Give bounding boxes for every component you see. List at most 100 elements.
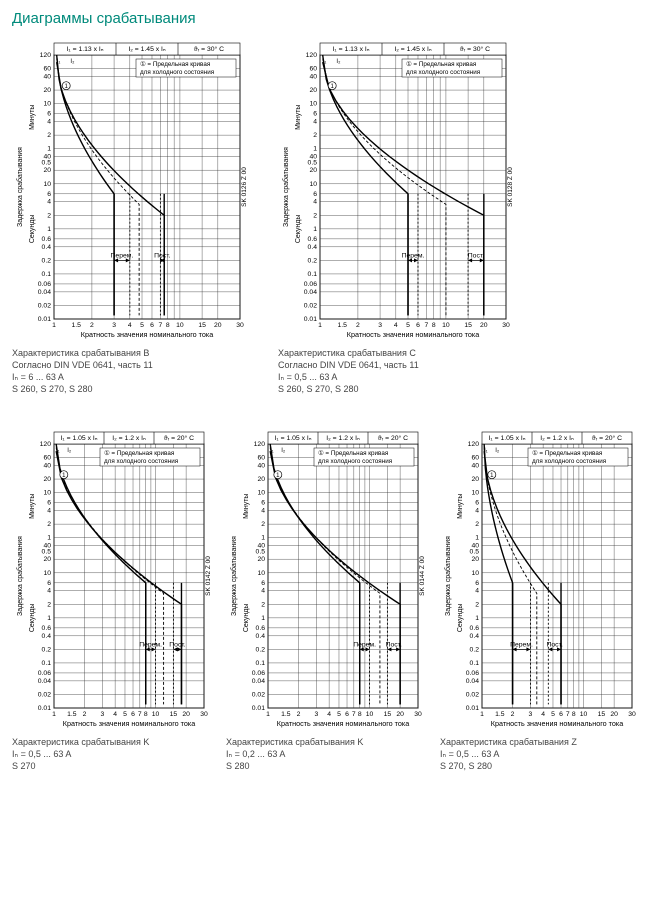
svg-text:Пост.: Пост. — [169, 641, 185, 648]
svg-text:1.5: 1.5 — [337, 322, 347, 329]
svg-text:1: 1 — [47, 226, 51, 233]
svg-text:I₂: I₂ — [70, 59, 75, 65]
svg-text:2: 2 — [83, 711, 87, 718]
svg-text:60: 60 — [43, 454, 51, 461]
caption-Z: Характеристика срабатывания ZIₙ = 0,5 ..… — [440, 736, 640, 772]
svg-text:40: 40 — [257, 462, 265, 469]
svg-text:0.1: 0.1 — [470, 659, 480, 666]
svg-text:6: 6 — [261, 579, 265, 586]
svg-text:4: 4 — [113, 711, 117, 718]
svg-text:30: 30 — [628, 711, 636, 718]
svg-text:20: 20 — [480, 322, 488, 329]
svg-text:Пост.: Пост. — [468, 252, 484, 259]
caption-line: Характеристика срабатывания K — [226, 736, 426, 748]
svg-text:0.01: 0.01 — [38, 316, 51, 323]
svg-text:0.5: 0.5 — [256, 548, 266, 555]
svg-text:0.02: 0.02 — [38, 691, 51, 698]
svg-text:1.5: 1.5 — [495, 711, 505, 718]
svg-text:60: 60 — [309, 66, 317, 73]
svg-text:4: 4 — [475, 507, 479, 514]
svg-text:Пост.: Пост. — [386, 641, 402, 648]
svg-text:Пост.: Пост. — [547, 641, 563, 648]
svg-text:ϑᵣ = 30° C: ϑᵣ = 30° C — [460, 45, 490, 53]
svg-text:2: 2 — [297, 711, 301, 718]
chart-block-K2: 11.52345678101520300.010.020.040.060.10.… — [226, 430, 426, 772]
trip-chart-K1: 11.52345678101520300.010.020.040.060.10.… — [12, 430, 212, 730]
svg-text:0.06: 0.06 — [38, 669, 51, 676]
side-code: SK 0126 Z 00 — [241, 167, 248, 207]
svg-text:0.06: 0.06 — [466, 669, 479, 676]
svg-text:60: 60 — [471, 454, 479, 461]
svg-text:0.5: 0.5 — [42, 548, 52, 555]
caption-line: Iₙ = 0,5 ... 63 A — [278, 371, 514, 383]
svg-text:10: 10 — [471, 569, 479, 576]
chart-frame-K1: 11.52345678101520300.010.020.040.060.10.… — [12, 430, 212, 730]
svg-text:2: 2 — [47, 521, 51, 528]
caption-line: S 270, S 280 — [440, 760, 640, 772]
svg-text:7: 7 — [352, 711, 356, 718]
svg-text:I₁ = 1.05 x Iₙ: I₁ = 1.05 x Iₙ — [275, 435, 312, 442]
svg-text:6: 6 — [475, 579, 479, 586]
svg-text:3: 3 — [378, 322, 382, 329]
svg-text:10: 10 — [43, 181, 51, 188]
svg-text:5: 5 — [551, 711, 555, 718]
svg-text:① = Предельная кривая: ① = Предельная кривая — [532, 450, 602, 457]
svg-text:20: 20 — [610, 711, 618, 718]
caption-line: S 260, S 270, S 280 — [12, 383, 248, 395]
svg-text:2: 2 — [90, 322, 94, 329]
svg-text:20: 20 — [43, 167, 51, 174]
svg-text:0.02: 0.02 — [304, 302, 317, 309]
svg-text:① = Предельная кривая: ① = Предельная кривая — [140, 61, 210, 68]
svg-text:0.01: 0.01 — [466, 705, 479, 712]
svg-text:I₁ = 1.05 x Iₙ: I₁ = 1.05 x Iₙ — [61, 435, 98, 442]
svg-text:1: 1 — [475, 534, 479, 541]
svg-text:Минуты: Минуты — [29, 493, 36, 518]
svg-text:10: 10 — [309, 181, 317, 188]
svg-text:3: 3 — [315, 711, 319, 718]
svg-text:4: 4 — [394, 322, 398, 329]
trip-chart-K2: 11.52345678101520300.010.020.040.060.10.… — [226, 430, 426, 730]
svg-text:20: 20 — [309, 87, 317, 94]
svg-text:0.04: 0.04 — [466, 677, 479, 684]
svg-text:0.6: 0.6 — [308, 236, 318, 243]
svg-text:0.1: 0.1 — [42, 659, 52, 666]
svg-text:4: 4 — [128, 322, 132, 329]
svg-text:I₁: I₁ — [57, 59, 61, 65]
y-axis-label: Задержка срабатывания — [230, 535, 238, 615]
svg-text:0.2: 0.2 — [42, 646, 52, 653]
svg-text:I₂ = 1.2 x Iₙ: I₂ = 1.2 x Iₙ — [112, 435, 146, 442]
svg-text:0.5: 0.5 — [42, 159, 52, 166]
svg-text:2: 2 — [313, 212, 317, 219]
caption-line: S 280 — [226, 760, 426, 772]
svg-text:40: 40 — [43, 74, 51, 81]
y-axis-label: Задержка срабатывания — [444, 535, 452, 615]
svg-text:I₁: I₁ — [270, 448, 274, 454]
svg-text:0.01: 0.01 — [252, 705, 265, 712]
svg-text:ϑᵣ = 20° C: ϑᵣ = 20° C — [378, 434, 408, 442]
svg-text:5: 5 — [337, 711, 341, 718]
svg-text:30: 30 — [200, 711, 208, 718]
svg-text:20: 20 — [43, 556, 51, 563]
svg-text:0.06: 0.06 — [304, 281, 317, 288]
svg-text:10: 10 — [442, 322, 450, 329]
svg-text:Перем.: Перем. — [402, 252, 425, 259]
svg-text:Минуты: Минуты — [295, 105, 302, 130]
trip-chart-C: 11.52345678101520300.010.020.040.060.10.… — [278, 41, 514, 341]
svg-text:2: 2 — [356, 322, 360, 329]
svg-text:8: 8 — [166, 322, 170, 329]
svg-text:10: 10 — [43, 489, 51, 496]
svg-text:0.1: 0.1 — [42, 271, 52, 278]
svg-text:для холодного состояния: для холодного состояния — [318, 458, 392, 465]
svg-text:1: 1 — [480, 711, 484, 718]
caption-line: Характеристика срабатывания C — [278, 347, 514, 359]
svg-text:2: 2 — [475, 601, 479, 608]
svg-text:1: 1 — [47, 614, 51, 621]
svg-text:20: 20 — [396, 711, 404, 718]
svg-text:Перем.: Перем. — [353, 641, 376, 648]
svg-text:4: 4 — [475, 587, 479, 594]
svg-text:0.04: 0.04 — [252, 677, 265, 684]
svg-text:0.4: 0.4 — [308, 244, 318, 251]
svg-text:60: 60 — [43, 66, 51, 73]
svg-text:7: 7 — [138, 711, 142, 718]
svg-text:① = Предельная кривая: ① = Предельная кривая — [318, 450, 388, 457]
